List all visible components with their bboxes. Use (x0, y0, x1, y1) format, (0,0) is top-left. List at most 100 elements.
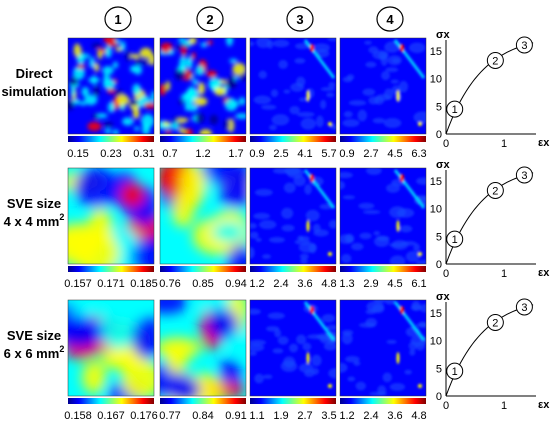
x-tick-label: 0 (443, 268, 449, 280)
colorbar-tick-label: 2.5 (273, 148, 288, 160)
colorbar-tick-label: 2.4 (363, 410, 378, 421)
curve-marker-circle (515, 166, 533, 184)
field-map (249, 167, 337, 265)
field-map (67, 167, 155, 265)
y-tick-label: 15 (430, 176, 442, 188)
column-header-4: 4 (376, 6, 404, 32)
colorbar: 0.158 0.167 0.176 (64, 398, 158, 421)
colorbar-tick-label: 5.7 (321, 148, 336, 160)
colorbar-tick-label: 0.185 (130, 278, 158, 290)
colorbar-tick-label: 4.1 (297, 148, 312, 160)
colorbar-tick-label: 0.167 (97, 410, 125, 421)
x-axis-label: εx (538, 399, 550, 411)
colorbar-tick-label: 0.157 (64, 278, 92, 290)
field-map (339, 167, 427, 265)
colorbar-gradient (68, 398, 154, 404)
colorbar-tick-label: 0.176 (130, 410, 158, 421)
colorbar-tick-label: 1.2 (249, 278, 264, 290)
row-label: Direct simulation (1, 66, 66, 99)
y-axis-label: σx (436, 159, 451, 171)
column-header-circle (104, 6, 132, 32)
colorbar-tick-label: 3.6 (297, 278, 312, 290)
colorbar-gradient (68, 136, 154, 142)
colorbar-gradient (250, 136, 336, 142)
figure-row: SVE size 6 x 6 mm2 0.158 0.167 0.176 0.77 0.84… (4, 291, 550, 421)
colorbar: 0.77 0.84 0.91 (159, 398, 247, 421)
colorbar-tick-label: 0.15 (67, 148, 88, 160)
colorbar-tick-label: 4.8 (321, 278, 336, 290)
curve-marker-circle (515, 298, 533, 316)
colorbar: 0.76 0.85 0.94 (159, 266, 247, 290)
colorbar-tick-label: 2.9 (363, 278, 378, 290)
colorbar-tick-label: 1.1 (249, 410, 264, 421)
stress-strain-plot: 0 5 10 15 0 1 σx εx 1 2 3 (430, 291, 550, 412)
column-header-circle (196, 6, 224, 32)
column-header-label: 2 (206, 12, 213, 27)
field-map (159, 37, 247, 135)
colorbar: 0.15 0.23 0.31 (67, 136, 155, 160)
y-tick-label: 0 (436, 129, 442, 141)
colorbar-gradient (250, 398, 336, 404)
colorbar-tick-label: 4.5 (387, 148, 402, 160)
colorbar-tick-label: 0.91 (225, 410, 246, 421)
colorbar-tick-label: 0.171 (97, 278, 125, 290)
colorbar-tick-label: 0.85 (192, 278, 213, 290)
curve-marker-label: 2 (492, 185, 498, 197)
y-tick-label: 10 (430, 336, 442, 348)
field-map (159, 299, 247, 397)
x-tick-label: 1 (501, 268, 507, 280)
colorbar-tick-label: 0.84 (192, 410, 213, 421)
stress-strain-plot: 0 5 10 15 0 1 σx εx 1 2 3 (430, 159, 550, 280)
field-map (339, 37, 427, 135)
colorbar-tick-label: 0.7 (162, 148, 177, 160)
y-axis-label: σx (436, 291, 451, 303)
colorbar-tick-label: 3.6 (387, 410, 402, 421)
colorbar: 0.7 1.2 1.7 (160, 136, 246, 160)
colorbar-tick-label: 2.7 (297, 410, 312, 421)
colorbar: 0.9 2.5 4.1 5.7 (249, 136, 337, 160)
column-header-label: 1 (114, 12, 121, 27)
curve-marker-circle (486, 181, 504, 199)
colorbar-tick-label: 4.5 (387, 278, 402, 290)
colorbar-tick-label: 0.94 (225, 278, 246, 290)
colorbar: 0.9 2.7 4.5 6.3 (339, 136, 427, 160)
colorbar-tick-label: 0.23 (100, 148, 121, 160)
y-tick-label: 5 (436, 231, 442, 243)
row-label: SVE size 4 x 4 mm2 (4, 196, 65, 229)
curve-marker-label: 3 (521, 170, 527, 182)
colorbar-tick-label: 6.3 (411, 148, 426, 160)
field-map (339, 299, 427, 397)
x-tick-label: 0 (443, 138, 449, 150)
colorbar-tick-label: 1.2 (195, 148, 210, 160)
colorbar-gradient (340, 398, 426, 404)
column-header-label: 4 (386, 12, 394, 27)
colorbar-tick-label: 2.4 (273, 278, 288, 290)
colorbar: 0.157 0.171 0.185 (64, 266, 158, 290)
colorbar-tick-label: 1.7 (228, 148, 243, 160)
column-header-3: 3 (286, 6, 314, 32)
colorbar-gradient (160, 136, 246, 142)
colorbar: 1.2 2.4 3.6 4.8 (249, 266, 337, 290)
figure-row: SVE size 4 x 4 mm2 0.157 0.171 0.185 0.76 0.85… (4, 159, 550, 290)
colorbar: 1.2 2.4 3.6 4.8 (339, 398, 427, 421)
curve-marker-label: 2 (492, 317, 498, 329)
y-tick-label: 10 (430, 74, 442, 86)
y-tick-label: 0 (436, 391, 442, 403)
colorbar-tick-label: 0.158 (64, 410, 92, 421)
curve-marker-label: 3 (521, 40, 527, 52)
colorbar-gradient (250, 266, 336, 272)
colorbar-tick-label: 0.31 (133, 148, 154, 160)
y-tick-label: 5 (436, 101, 442, 113)
colorbar-tick-label: 0.76 (159, 278, 180, 290)
row-label: SVE size 6 x 6 mm2 (4, 328, 65, 361)
y-tick-label: 5 (436, 363, 442, 375)
curve-marker-circle (446, 100, 464, 118)
colorbar-gradient (160, 398, 246, 404)
curve-marker-circle (486, 313, 504, 331)
figure-row: Direct simulation 0.15 0.23 0.31 0.7 1.2 1.7 0.9… (1, 29, 550, 160)
colorbar-tick-label: 0.9 (249, 148, 264, 160)
field-map (249, 299, 337, 397)
column-header-2: 2 (196, 6, 224, 32)
curve-marker-label: 1 (452, 234, 458, 246)
